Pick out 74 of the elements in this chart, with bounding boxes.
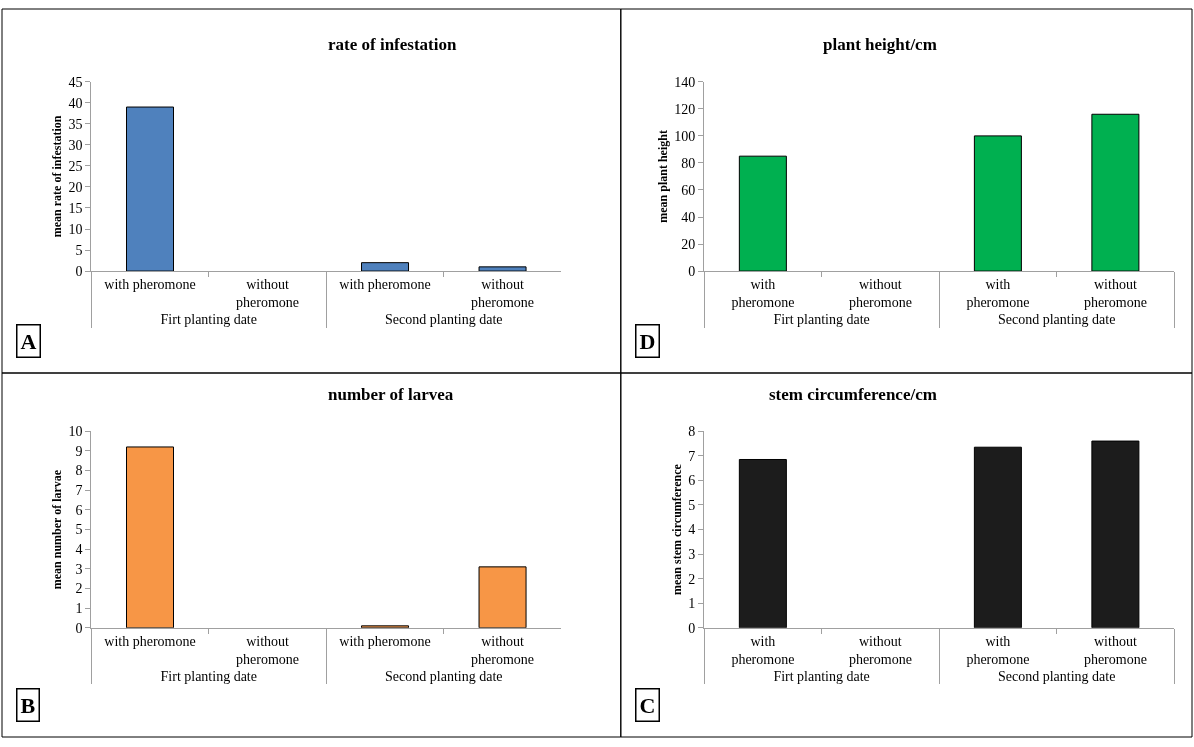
y-tick-label: 5 — [75, 242, 83, 258]
y-tick-label: 35 — [68, 116, 83, 132]
text: D — [639, 328, 656, 354]
x-tick-label: with pheromone — [104, 276, 196, 292]
x-tick-label: with pheromone — [731, 633, 795, 667]
y-axis-title: mean rate of infestation — [49, 115, 64, 238]
x-tick-label: without pheromone — [848, 633, 912, 667]
y-tick-label: 20 — [68, 179, 83, 195]
x-tick-label: without pheromone — [236, 633, 300, 667]
y-tick-label: 0 — [688, 620, 696, 636]
x-tick-label: without pheromone — [1083, 276, 1147, 311]
y-tick-label: 5 — [688, 497, 696, 513]
y-tick-label: 0 — [75, 620, 83, 636]
y-axis-title: mean number of larvae — [49, 469, 64, 590]
chart-title: plant height/cm — [823, 35, 937, 54]
y-tick-label: 4 — [75, 542, 83, 558]
chart-title: stem circumference/cm — [769, 385, 937, 404]
y-tick-label: 15 — [68, 200, 83, 216]
y-tick-label: 8 — [75, 463, 83, 479]
x-tick-label: with pheromone — [731, 276, 795, 311]
y-tick-label: 120 — [674, 101, 696, 117]
x-tick-label: without pheromone — [471, 633, 535, 667]
y-tick-label: 7 — [688, 448, 696, 464]
y-tick-label: 40 — [68, 95, 83, 111]
text: B — [20, 692, 36, 718]
text: Firt planting date — [773, 312, 870, 328]
y-tick-label: 40 — [681, 209, 696, 225]
y-tick-label: 9 — [75, 443, 83, 459]
y-tick-label: 8 — [688, 424, 696, 440]
y-tick-label: 10 — [68, 221, 83, 237]
y-tick-label: 0 — [688, 263, 696, 279]
y-tick-label: 5 — [75, 522, 83, 538]
text: A — [20, 328, 37, 354]
y-tick-label: 7 — [75, 483, 83, 499]
y-tick-label: 80 — [681, 155, 696, 171]
x-tick-label: without pheromone — [848, 276, 912, 311]
text: Firt planting date — [160, 312, 257, 328]
y-tick-label: 3 — [688, 546, 696, 562]
y-tick-label: 0 — [75, 263, 83, 279]
text: Second planting date — [997, 668, 1116, 684]
x-tick-label: with pheromone — [339, 633, 431, 649]
y-tick-label: 45 — [68, 74, 83, 90]
x-tick-label: without pheromone — [1083, 633, 1147, 667]
y-tick-label: 10 — [68, 424, 83, 440]
y-tick-label: 2 — [75, 581, 83, 597]
y-tick-label: 6 — [688, 473, 696, 489]
text: Firt planting date — [773, 668, 870, 684]
y-axis-title: mean stem circumference — [669, 463, 684, 595]
y-tick-label: 1 — [688, 596, 696, 612]
text: Second planting date — [385, 668, 503, 684]
y-tick-label: 60 — [681, 182, 696, 198]
y-tick-label: 25 — [68, 158, 83, 174]
x-tick-label: with pheromone — [966, 276, 1030, 311]
y-tick-label: 20 — [681, 236, 696, 252]
chart-title: number of larvea — [328, 385, 454, 404]
x-tick-label: with pheromone — [966, 633, 1030, 667]
y-tick-label: 3 — [75, 561, 83, 577]
x-tick-label: without pheromone — [236, 276, 300, 311]
y-tick-label: 6 — [75, 502, 83, 518]
y-tick-label: 1 — [75, 601, 83, 617]
text: Firt planting date — [160, 668, 257, 684]
text: Second planting date — [997, 312, 1116, 328]
y-tick-label: 2 — [688, 571, 696, 587]
y-tick-label: 4 — [688, 522, 696, 538]
y-tick-label: 30 — [68, 137, 83, 153]
x-tick-label: with pheromone — [339, 276, 431, 292]
y-tick-label: 100 — [674, 128, 696, 144]
text: Second planting date — [385, 312, 503, 328]
x-tick-label: without pheromone — [471, 276, 535, 311]
x-tick-label: with pheromone — [104, 633, 196, 649]
chart-title: rate of infestation — [328, 35, 457, 54]
y-axis-title: mean plant height — [655, 130, 670, 223]
y-tick-label: 140 — [674, 74, 696, 90]
text: C — [639, 692, 656, 718]
